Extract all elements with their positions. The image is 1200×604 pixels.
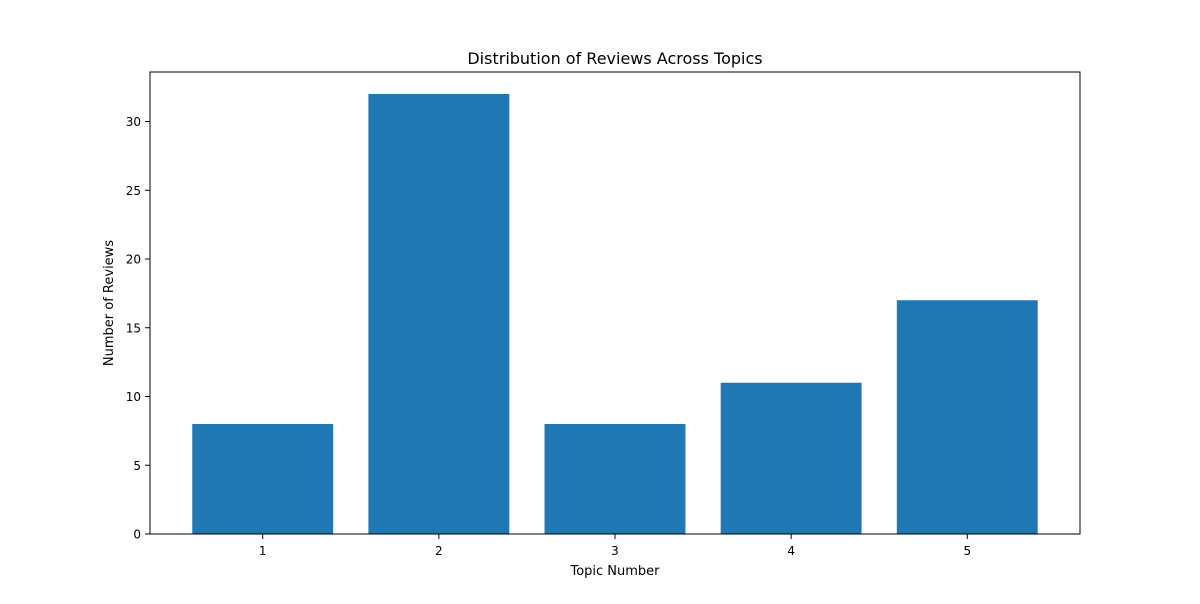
y-tick-label: 25 [126,184,141,198]
x-axis-label: Topic Number [569,564,660,579]
x-tick-label: 5 [963,544,971,558]
x-tick-label: 2 [435,544,443,558]
x-tick-label: 3 [611,544,619,558]
bar-topic-2 [368,94,510,534]
bar-topic-1 [192,424,334,534]
y-tick-label: 30 [126,115,141,129]
y-axis-label: Number of Reviews [102,240,117,366]
bar-topic-4 [720,382,862,534]
bar-topic-5 [896,300,1038,534]
y-axis: 0 5 10 15 20 25 30 [126,115,150,542]
y-tick-label: 15 [126,321,141,335]
bars-layer [192,94,1038,534]
x-tick-label: 1 [259,544,267,558]
x-tick-label: 4 [787,544,795,558]
y-tick-label: 20 [126,253,141,267]
chart-title: Distribution of Reviews Across Topics [467,49,762,68]
x-axis: 1 2 3 4 5 [259,534,971,558]
y-tick-label: 10 [126,390,141,404]
bar-topic-3 [544,424,686,534]
y-tick-label: 0 [133,528,141,542]
y-tick-label: 5 [133,459,141,473]
